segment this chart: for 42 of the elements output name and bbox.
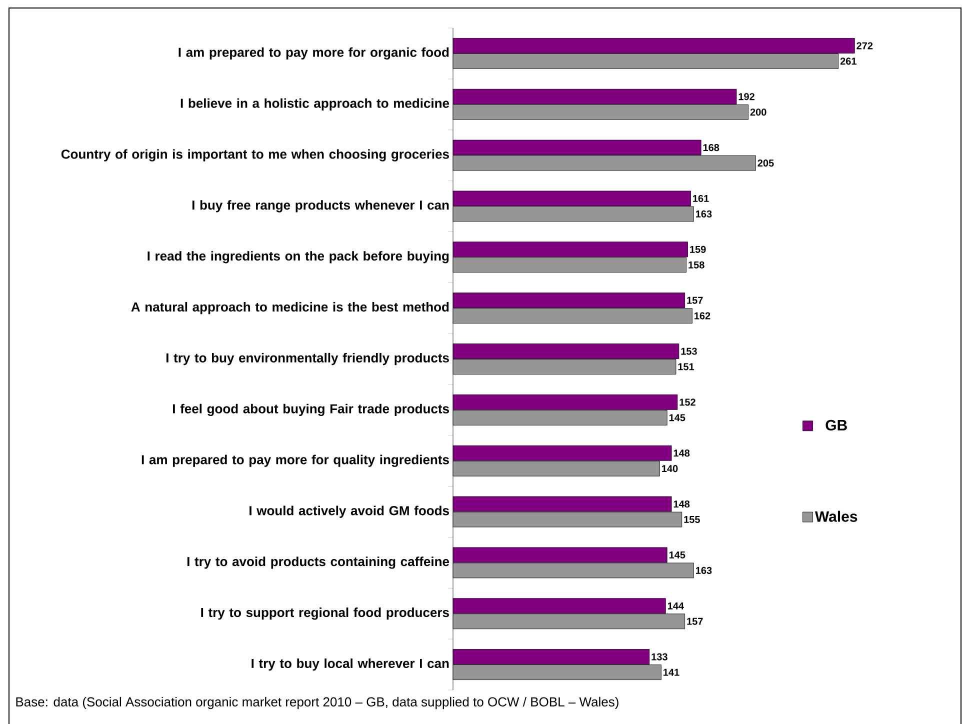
data-label: 151 xyxy=(678,363,694,370)
data-label: 144 xyxy=(668,602,684,610)
data-label: 155 xyxy=(684,516,700,524)
legend-label: GB xyxy=(826,420,847,430)
data-label: 161 xyxy=(693,194,709,202)
y-tick-label: I read the ingredients on the pack before buying xyxy=(148,251,449,264)
y-tick-label: I am prepared to pay more for quality ingredients xyxy=(142,454,449,467)
y-tick-label: I am prepared to pay more for organic food xyxy=(178,47,449,60)
y-tick-label: I buy free range products whenever I can xyxy=(192,200,449,212)
y-tick-label: I try to buy local wherever I can xyxy=(252,658,449,671)
data-label: 205 xyxy=(758,160,774,167)
y-tick-label: A natural approach to medicine is the best method xyxy=(131,302,449,314)
data-label: 145 xyxy=(669,414,686,422)
data-label: 163 xyxy=(696,210,712,218)
data-label: 152 xyxy=(680,398,696,406)
data-label: 272 xyxy=(856,42,873,50)
data-label: 145 xyxy=(669,551,686,558)
y-tick-label: I try to buy environmentally friendly products xyxy=(166,352,449,366)
data-label: 140 xyxy=(662,465,678,472)
data-label: 141 xyxy=(664,668,680,676)
data-label: 162 xyxy=(694,312,710,320)
data-label: 192 xyxy=(738,93,754,100)
y-tick-label: I feel good about buying Fair trade products xyxy=(173,404,449,416)
text: Base: data (Social Association organic market report 2010 – GB, data supplied to OCW / BOBL – Wales) xyxy=(16,696,618,710)
data-label: 148 xyxy=(674,450,690,457)
y-tick-label: I try to support regional food producers xyxy=(201,608,449,620)
y-tick-label: I believe in a holistic approach to medicine xyxy=(180,98,450,110)
data-label: 163 xyxy=(696,566,712,574)
data-label: 158 xyxy=(688,261,704,268)
data-label: 261 xyxy=(840,58,856,65)
y-tick-label: I try to avoid products containing caffeine xyxy=(187,556,450,569)
data-label: 133 xyxy=(652,653,668,660)
y-tick-label: Country of origin is important to me when choosing groceries xyxy=(61,149,449,162)
y-tick-label: I would actively avoid GM foods xyxy=(250,506,449,518)
data-label: 148 xyxy=(674,500,690,508)
legend-label: Wales xyxy=(814,510,858,522)
data-label: 200 xyxy=(750,108,766,116)
data-label: 159 xyxy=(690,246,706,253)
data-label: 168 xyxy=(703,144,720,152)
data-label: 153 xyxy=(681,348,697,355)
data-label: 157 xyxy=(687,618,703,625)
data-label: 157 xyxy=(687,296,703,304)
